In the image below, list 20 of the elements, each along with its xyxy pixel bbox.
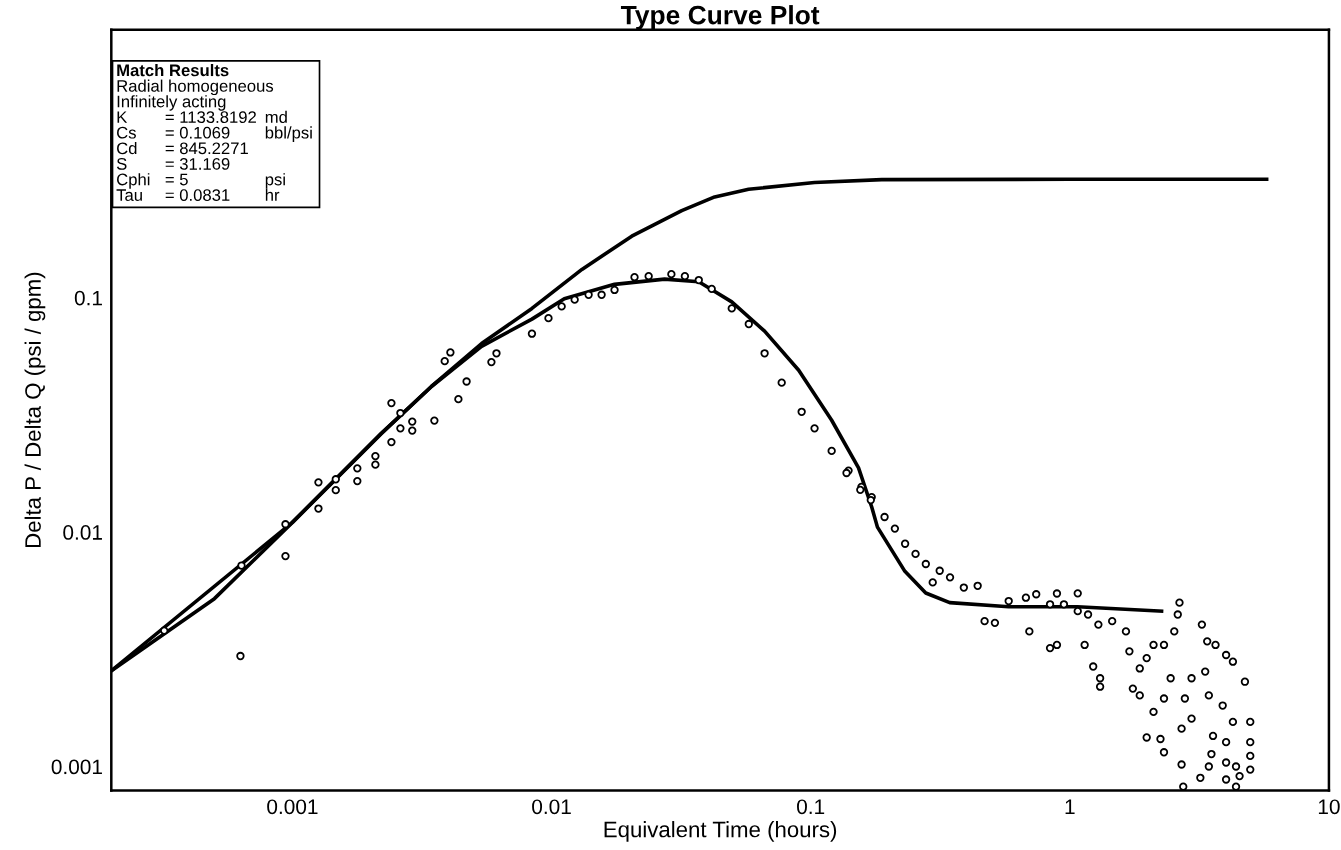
x-axis-title: Equivalent Time (hours) <box>604 821 837 842</box>
x-tick-label: 0.01 <box>532 799 571 815</box>
text: Cphi = 5 psi <box>117 173 285 189</box>
annotation: Match Results <box>117 63 229 77</box>
y-tick-label: 0.1 <box>74 290 102 306</box>
text: Cd = 845.2271 <box>117 141 248 155</box>
text: S = 31.169 <box>116 158 230 170</box>
annotation: Infinitely acting <box>117 95 226 111</box>
x-tick-label: 0.001 <box>267 799 318 815</box>
annotation: Radial homogeneous <box>117 79 274 96</box>
x-tick-label: 0.1 <box>797 799 825 815</box>
y-axis-title: Delta P / Delta Q (psi / gpm) <box>24 272 46 548</box>
text: Tau = 0.0831 hr <box>116 188 280 201</box>
chart-title: Type Curve Plot <box>620 5 820 30</box>
y-tick-label: 0.01 <box>63 525 102 540</box>
text: K = 1133.8192 md <box>117 110 287 124</box>
x-tick-label: 10 <box>1318 799 1340 815</box>
text: Cs = 0.1069 bbl/psi <box>117 126 312 142</box>
x-tick-label: 1 <box>1065 799 1075 814</box>
y-tick-label: 0.001 <box>51 759 102 775</box>
